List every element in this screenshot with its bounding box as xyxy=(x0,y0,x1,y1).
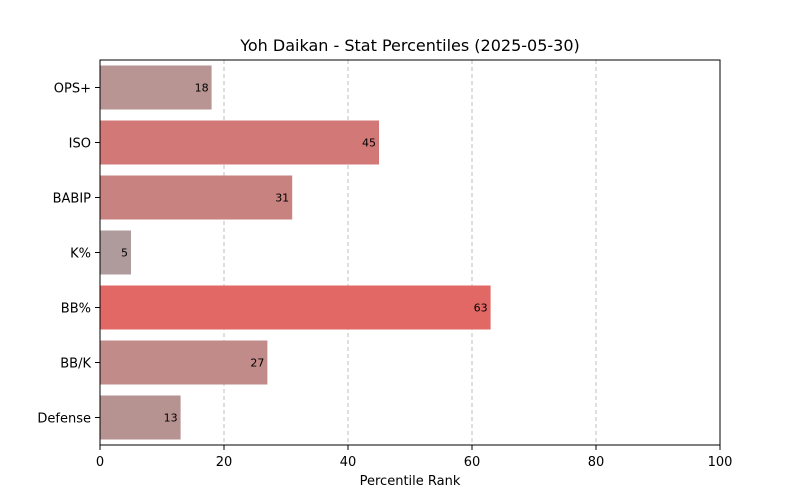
bar xyxy=(100,395,181,440)
bar xyxy=(100,230,131,275)
x-tick-label: 80 xyxy=(588,455,605,470)
x-tick-label: 100 xyxy=(708,455,733,470)
x-tick-label: 0 xyxy=(96,455,104,470)
bar xyxy=(100,175,293,220)
y-tick-label: BB/K xyxy=(60,357,91,372)
x-tick-label: 60 xyxy=(464,455,481,470)
bar-value-label: 31 xyxy=(275,192,289,205)
y-tick-label: OPS+ xyxy=(54,82,91,97)
x-tick-label: 20 xyxy=(216,455,233,470)
y-tick-label: BB% xyxy=(61,302,91,317)
bar-value-label: 18 xyxy=(195,82,209,95)
x-tick-label: 40 xyxy=(340,455,357,470)
bar xyxy=(100,285,491,330)
chart-title: Yoh Daikan - Stat Percentiles (2025-05-3… xyxy=(239,36,580,55)
y-axis: OPS+ ISO BABIP K% BB% BB/K Defense xyxy=(37,82,100,427)
y-tick-label: K% xyxy=(70,247,91,262)
y-tick-label: ISO xyxy=(69,137,91,152)
grid-lines xyxy=(223,60,597,445)
bars: 18 45 31 5 63 27 13 xyxy=(100,65,491,440)
bar-value-label: 27 xyxy=(250,357,264,370)
plot-frame xyxy=(99,59,721,446)
bar-value-label: 5 xyxy=(121,247,128,260)
bar xyxy=(100,120,379,165)
bar-value-label: 13 xyxy=(164,412,178,425)
bar-value-label: 45 xyxy=(362,137,376,150)
bar xyxy=(100,340,268,385)
x-axis-label: Percentile Rank xyxy=(360,474,461,489)
x-axis: 0 20 40 60 80 100 xyxy=(96,445,733,470)
bar-value-label: 63 xyxy=(474,302,488,315)
y-tick-label: Defense xyxy=(37,412,91,427)
bar xyxy=(100,65,212,110)
y-tick-label: BABIP xyxy=(53,192,92,207)
